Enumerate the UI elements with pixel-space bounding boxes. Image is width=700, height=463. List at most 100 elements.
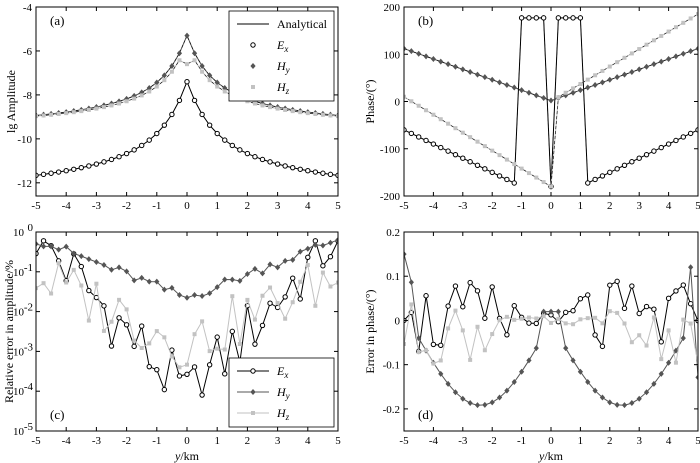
point-Hz [549,320,553,325]
point-Ex [489,169,495,176]
point-Hy [496,394,503,401]
point-Hy [404,251,407,258]
series-group-b [404,12,698,190]
y-tick-label: -100 [380,144,401,156]
point-Ex [222,371,228,377]
point-Hz [424,348,429,353]
x-tick-label: 4 [305,200,311,212]
point-Hy [438,58,444,65]
point-Hy [199,293,205,300]
point-Hz [585,316,590,321]
point-Hz [615,310,620,315]
point-Ex [199,111,205,118]
point-Hz [519,166,524,171]
legend: Ex Hy Hz [228,357,335,428]
point-Hz [313,111,318,116]
point-Hz [313,303,318,308]
point-Ex [445,303,451,309]
y-tick-label: 10 [13,307,25,319]
point-Ex [139,142,145,149]
point-Hz [696,12,698,17]
point-Hz [169,69,174,74]
point-Hz [571,86,576,91]
point-Hz [192,58,197,63]
x-tick-label: -2 [122,435,131,447]
point-Hy [297,248,303,255]
point-Hz [101,328,106,333]
point-Hy [577,368,583,375]
point-Ex [78,263,85,270]
point-Hz [283,107,288,112]
point-Hz [260,103,265,108]
point-Ex [416,134,422,140]
point-Hz [622,321,627,326]
point-Ex [673,288,679,294]
point-Ex [629,159,635,165]
point-Hy [408,48,414,55]
point-Hy [695,374,698,381]
point-Hz [56,261,61,266]
point-Hz [593,73,598,78]
point-Ex [599,173,606,179]
legend-label-Ex: Ex [276,364,288,380]
point-Hz [585,77,590,82]
x-tick-label: 0 [548,435,554,447]
point-Hz [541,314,546,319]
y-axis-label: Phase/(°) [363,79,377,123]
point-Hz [475,324,480,329]
point-Ex [108,156,115,163]
point-Hz [79,283,84,288]
y-tick-label: -0.2 [383,404,400,416]
x-tick-label: 3 [636,200,642,212]
analytical-line-Hy [36,34,338,116]
point-Ex [570,15,576,21]
point-Ex [176,97,183,104]
x-tick-label: -3 [458,200,468,212]
point-Hz [268,105,273,110]
point-Hz [666,29,671,34]
point-Hy [614,74,620,81]
y-axis-label: lg Amplitude [4,70,18,133]
point-Hz [132,338,137,343]
point-Hz [622,55,627,60]
point-Hy [124,268,130,275]
point-Hy [282,257,288,264]
point-Hy [526,357,532,364]
point-Hz [320,112,325,117]
point-Ex [643,303,650,310]
point-Hy [607,399,613,406]
point-Ex [658,339,664,345]
x-tick-label: 1 [578,435,584,447]
point-Hz [290,109,295,114]
point-Hz [404,94,406,99]
point-Hy [416,50,422,57]
point-Hy [666,55,672,62]
point-Ex [599,343,606,350]
point-Ex [161,386,168,393]
point-Hy [621,402,628,409]
point-Hy [214,284,220,291]
point-Ex [577,296,584,302]
point-Ex [305,254,311,261]
point-Ex [184,79,190,85]
point-Hy [467,400,473,407]
point-Hy [592,387,598,394]
point-Ex [585,292,591,298]
point-Hy [169,63,175,70]
point-Hy [312,241,318,248]
point-Ex [252,154,258,160]
x-tick-label: -3 [92,435,102,447]
point-Ex [643,151,650,158]
point-Hz [490,148,495,153]
point-Hy [607,76,613,83]
x-tick-label: 4 [305,435,311,447]
point-Hz [305,111,310,116]
y-tick-exp: -3 [24,341,34,353]
point-Ex [636,310,642,317]
point-Hy [267,261,273,268]
point-Hz [215,84,220,89]
point-Hz [673,360,678,365]
point-Ex [687,301,694,307]
x-tick-label: 3 [636,435,642,447]
